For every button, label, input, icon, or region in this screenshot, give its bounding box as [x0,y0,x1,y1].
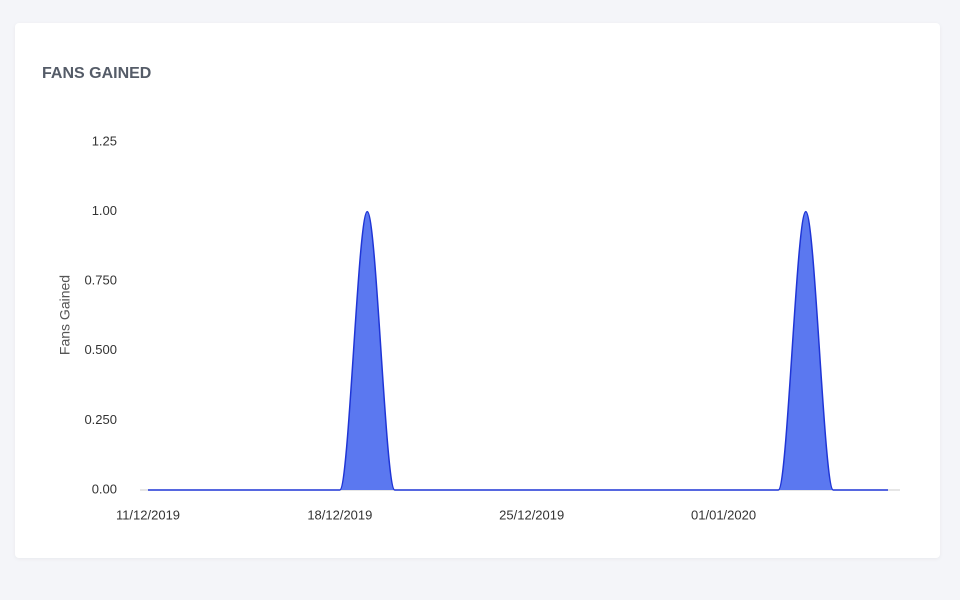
y-tick-label: 0.00 [92,481,117,496]
x-tick-label: 01/01/2020 [691,507,756,522]
y-tick-label: 1.25 [92,133,117,148]
chart-title: FANS GAINED [42,65,151,82]
x-tick-label: 25/12/2019 [499,507,564,522]
x-tick-label: 18/12/2019 [307,507,372,522]
x-tick-label: 11/12/2019 [116,507,180,522]
y-tick-label: 1.00 [92,203,117,218]
y-tick-label: 0.750 [84,273,117,288]
line [148,210,888,491]
area [148,211,888,490]
y-axis-label: Fans Gained [57,275,73,355]
y-tick-label: 0.500 [84,342,117,357]
y-tick-label: 0.250 [84,412,117,427]
